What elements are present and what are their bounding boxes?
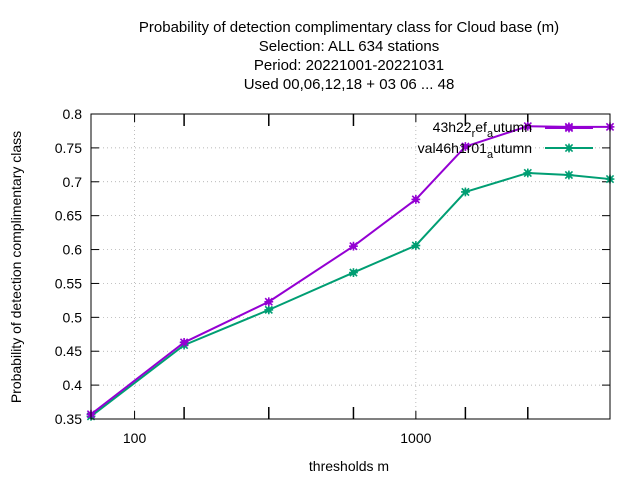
- series-2-point: [564, 170, 574, 180]
- series-1-point: [179, 338, 189, 347]
- series-layer: [86, 121, 615, 421]
- legend-label-series-1-sub2: a: [487, 128, 494, 140]
- series-1-point: [411, 195, 421, 204]
- legend-label-series-2-sub2: a: [487, 149, 494, 161]
- x-tick-label: 1000: [400, 430, 431, 446]
- y-tick-label: 0.5: [63, 309, 83, 325]
- axis-ticks: [91, 113, 610, 420]
- series-2-point: [411, 241, 421, 250]
- chart-title-line-2: Selection: ALL 634 stations: [259, 38, 439, 55]
- legend-marker-series-2: [564, 143, 574, 153]
- legend-label-series-1-mid: ef: [475, 119, 487, 135]
- legend-label-series-2: val46h1r01autumn: [418, 140, 532, 161]
- y-tick-label: 0.45: [55, 343, 82, 359]
- y-tick-label: 0.7: [63, 174, 83, 190]
- series-1-point: [349, 241, 358, 251]
- tick-labels: 0.35 0.4 0.45 0.5 0.55 0.6 0.65 0.7 0.75 0.8 100 10…: [55, 106, 432, 446]
- legend: 43h22refautumn val46h1r01autumn: [418, 119, 593, 161]
- y-tick-label: 0.55: [55, 275, 82, 291]
- series-2-point: [460, 187, 470, 197]
- series-1-point: [264, 297, 274, 307]
- y-tick-label: 0.4: [63, 377, 83, 393]
- grid-lines: [91, 114, 610, 419]
- legend-marker-series-1: [564, 123, 574, 133]
- series-2-point: [264, 305, 274, 315]
- y-tick-label: 0.8: [63, 106, 83, 122]
- series-2-point: [349, 268, 358, 277]
- chart-title-line-1: Probability of detection complimentary c…: [139, 19, 559, 36]
- legend-label-series-1: 43h22refautumn: [433, 119, 532, 140]
- plot-frame: [90, 113, 611, 420]
- y-tick-label: 0.6: [63, 242, 83, 258]
- legend-label-series-2-end: utumn: [493, 140, 532, 156]
- series-2-point: [523, 168, 533, 178]
- series-1-point: [523, 121, 533, 131]
- y-tick-label: 0.35: [55, 411, 82, 427]
- y-tick-label: 0.75: [55, 140, 82, 156]
- chart-title-line-4: Used 00,06,12,18 + 03 06 ... 48: [244, 76, 455, 93]
- series-2: [86, 168, 615, 421]
- chart-title-line-3: Period: 20221001-20221031: [254, 57, 444, 74]
- x-axis-label: thresholds m: [309, 458, 389, 474]
- legend-label-series-1-end: utumn: [493, 119, 532, 135]
- legend-label-series-2-main: val46h1r01: [418, 140, 487, 156]
- legend-label-series-1-sub1: r: [472, 128, 476, 140]
- legend-label-series-1-main: 43h22: [433, 119, 472, 135]
- y-tick-label: 0.65: [55, 208, 82, 224]
- y-axis-label: Probability of detection complimentary c…: [8, 131, 24, 403]
- series-2-line: [90, 171, 611, 418]
- x-tick-label: 100: [123, 430, 147, 446]
- series-1-point: [460, 142, 470, 151]
